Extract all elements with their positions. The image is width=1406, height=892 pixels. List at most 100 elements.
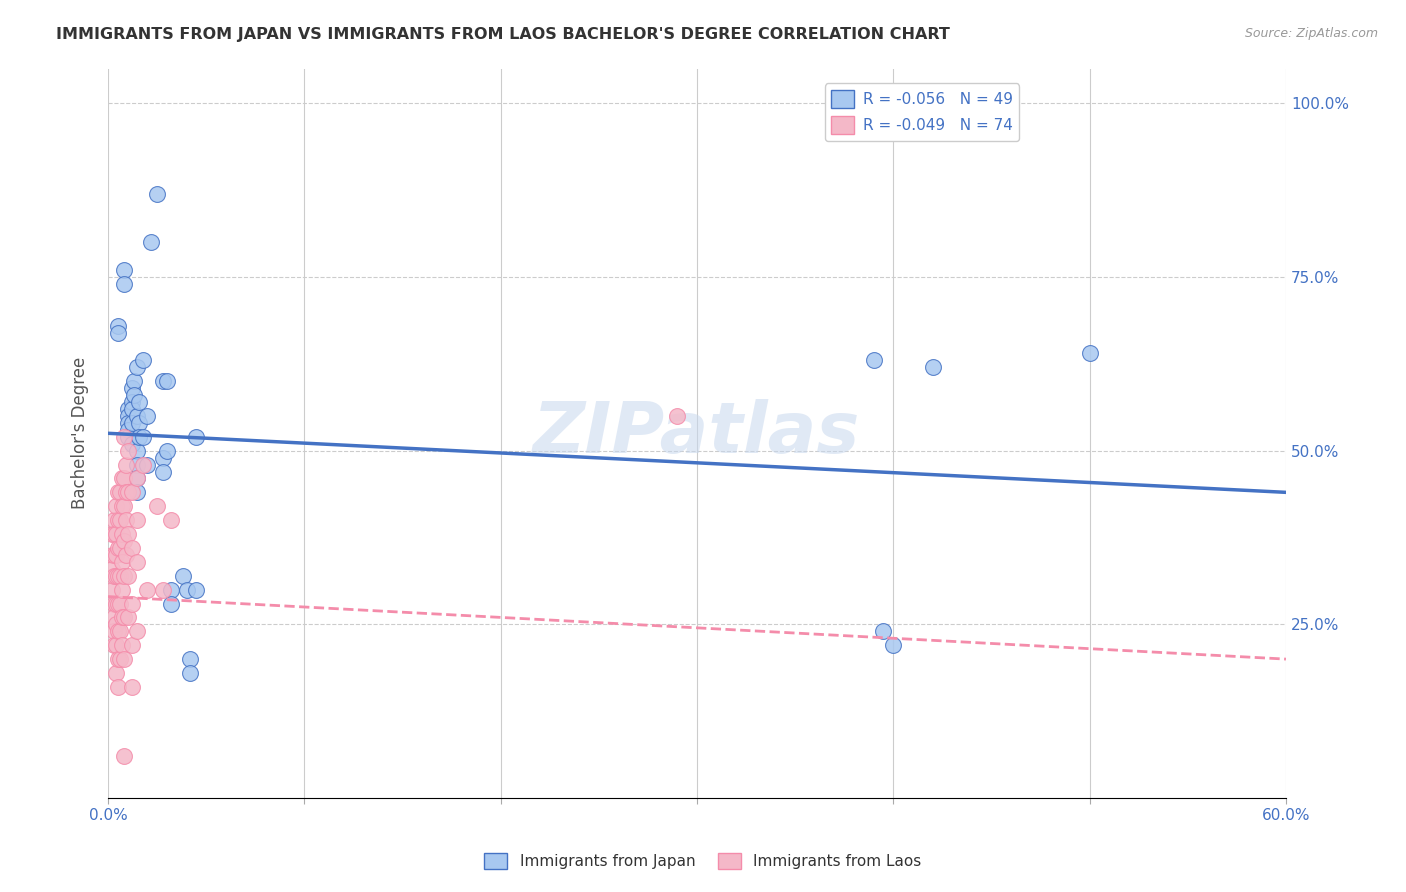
Point: [103, 568, 125, 582]
Point: [111, 527, 134, 541]
Point: [159, 513, 181, 527]
Point: [111, 500, 134, 514]
Point: [152, 374, 174, 388]
Point: [127, 471, 149, 485]
Point: [128, 416, 150, 430]
Point: [117, 610, 139, 624]
Point: [112, 533, 135, 548]
Point: [156, 374, 179, 388]
Point: [117, 568, 139, 582]
Point: [107, 680, 129, 694]
Point: [112, 652, 135, 666]
Point: [107, 318, 129, 333]
Point: [117, 401, 139, 416]
Point: [121, 638, 143, 652]
Y-axis label: Bachelor's Degree: Bachelor's Degree: [72, 357, 89, 509]
Point: [103, 513, 125, 527]
Point: [104, 527, 127, 541]
Point: [127, 409, 149, 423]
Point: [107, 568, 129, 582]
Point: [111, 471, 134, 485]
Point: [186, 430, 208, 444]
Point: [121, 680, 143, 694]
Text: Source: ZipAtlas.com: Source: ZipAtlas.com: [1244, 27, 1378, 40]
Point: [111, 638, 134, 652]
Point: [112, 500, 135, 514]
Point: [121, 436, 143, 450]
Point: [117, 423, 139, 437]
Point: [108, 624, 131, 639]
Point: [128, 395, 150, 409]
Point: [108, 568, 131, 582]
Point: [107, 624, 129, 639]
Point: [101, 548, 124, 562]
Point: [152, 450, 174, 465]
Point: [121, 401, 143, 416]
Point: [127, 624, 149, 639]
Point: [103, 638, 125, 652]
Point: [114, 513, 136, 527]
Text: ZIPatlas: ZIPatlas: [533, 399, 860, 467]
Point: [121, 395, 143, 409]
Point: [127, 513, 149, 527]
Point: [107, 326, 129, 340]
Point: [872, 624, 894, 639]
Point: [103, 597, 125, 611]
Point: [111, 555, 134, 569]
Point: [132, 458, 155, 472]
Point: [117, 485, 139, 500]
Point: [121, 541, 143, 555]
Point: [179, 665, 201, 680]
Point: [1078, 346, 1101, 360]
Point: [112, 568, 135, 582]
Point: [112, 277, 135, 291]
Point: [152, 465, 174, 479]
Point: [117, 527, 139, 541]
Text: IMMIGRANTS FROM JAPAN VS IMMIGRANTS FROM LAOS BACHELOR'S DEGREE CORRELATION CHAR: IMMIGRANTS FROM JAPAN VS IMMIGRANTS FROM…: [56, 27, 950, 42]
Point: [156, 443, 179, 458]
Point: [132, 353, 155, 368]
Point: [159, 597, 181, 611]
Point: [103, 527, 125, 541]
Point: [127, 443, 149, 458]
Point: [117, 430, 139, 444]
Point: [862, 353, 884, 368]
Point: [128, 430, 150, 444]
Point: [921, 360, 943, 375]
Point: [882, 638, 904, 652]
Point: [117, 409, 139, 423]
Point: [111, 582, 134, 597]
Point: [107, 652, 129, 666]
Point: [114, 548, 136, 562]
Point: [107, 541, 129, 555]
Point: [176, 582, 198, 597]
Legend: R = -0.056   N = 49, R = -0.049   N = 74: R = -0.056 N = 49, R = -0.049 N = 74: [825, 84, 1019, 141]
Point: [186, 582, 208, 597]
Point: [146, 500, 169, 514]
Point: [112, 263, 135, 277]
Point: [117, 416, 139, 430]
Point: [121, 381, 143, 395]
Point: [101, 582, 124, 597]
Point: [152, 582, 174, 597]
Point: [107, 513, 129, 527]
Point: [136, 582, 159, 597]
Point: [101, 527, 124, 541]
Point: [108, 513, 131, 527]
Point: [122, 374, 145, 388]
Point: [121, 597, 143, 611]
Point: [136, 458, 159, 472]
Point: [127, 555, 149, 569]
Point: [111, 610, 134, 624]
Point: [172, 568, 194, 582]
Point: [112, 430, 135, 444]
Point: [104, 665, 127, 680]
Point: [107, 485, 129, 500]
Point: [112, 749, 135, 764]
Point: [104, 597, 127, 611]
Point: [127, 360, 149, 375]
Point: [132, 430, 155, 444]
Point: [112, 610, 135, 624]
Point: [122, 388, 145, 402]
Point: [104, 638, 127, 652]
